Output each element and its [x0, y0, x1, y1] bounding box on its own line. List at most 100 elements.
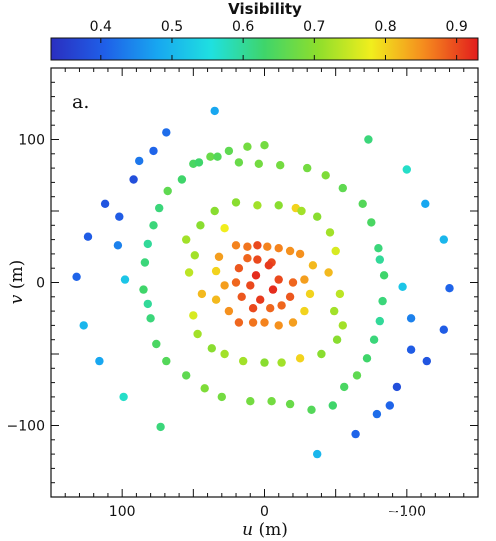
data-point [260, 358, 269, 367]
data-point [313, 212, 322, 221]
x-tick-labels: 100 0 −100 [109, 504, 426, 520]
data-point [308, 261, 318, 270]
data-point [220, 224, 229, 233]
data-point [351, 429, 360, 439]
data-point [177, 175, 187, 184]
data-point [274, 275, 283, 284]
data-point [234, 318, 244, 327]
data-point [189, 311, 198, 320]
data-point [274, 201, 283, 210]
data-point [300, 306, 309, 316]
data-point [152, 339, 161, 349]
data-point [421, 199, 430, 208]
data-point [253, 255, 262, 264]
data-point [439, 325, 448, 334]
data-point [267, 397, 276, 406]
data-point [196, 221, 205, 230]
data-point [214, 252, 224, 261]
data-point [211, 295, 221, 304]
y-tick-label: 100 [18, 133, 45, 149]
data-point [307, 405, 316, 414]
data-point [303, 163, 312, 173]
data-point [149, 221, 158, 230]
data-point [113, 241, 123, 250]
data-point [217, 392, 226, 402]
data-point [317, 349, 326, 359]
data-point [266, 304, 275, 313]
data-point [338, 321, 347, 330]
data-point [256, 295, 265, 304]
data-point [300, 275, 309, 284]
data-point [362, 354, 372, 363]
colorbar [50, 37, 479, 61]
data-point [79, 321, 88, 330]
x-axis-unit: (m) [258, 520, 287, 540]
data-point [398, 282, 407, 291]
data-point [243, 254, 252, 263]
data-point [194, 158, 204, 167]
data-point [352, 371, 362, 380]
data-point [330, 306, 339, 316]
data-point [120, 275, 130, 284]
data-point [248, 318, 258, 327]
data-point [340, 382, 349, 392]
x-axis-title: u (m) [242, 520, 288, 540]
data-point [246, 397, 255, 406]
data-point [274, 321, 283, 330]
data-point [163, 186, 172, 196]
data-point [248, 304, 258, 313]
data-point [182, 235, 191, 244]
data-point [143, 299, 152, 309]
data-point [243, 142, 252, 151]
data-point [95, 356, 104, 366]
x-tick-label: −100 [388, 504, 426, 520]
data-point [100, 199, 110, 208]
data-point [251, 271, 261, 280]
data-point [184, 268, 194, 277]
data-point [358, 199, 367, 208]
data-point [385, 401, 394, 410]
x-tick-label: 0 [260, 504, 269, 520]
data-point [149, 146, 158, 156]
colorbar-tick-label: 0.9 [446, 19, 468, 35]
colorbar-tick-label: 0.5 [161, 19, 183, 35]
data-point [243, 242, 252, 251]
data-point [72, 272, 81, 281]
colorbar-tick-label: 0.6 [232, 19, 254, 35]
data-point [369, 335, 379, 344]
y-tick-label: −100 [7, 419, 45, 435]
data-point [274, 244, 283, 253]
data-point [234, 264, 244, 273]
data-point [422, 356, 431, 366]
data-point [237, 292, 246, 301]
y-tick-label: 0 [36, 276, 45, 292]
data-point [146, 314, 155, 323]
x-tick-label: 100 [109, 504, 136, 520]
data-point [83, 232, 93, 241]
data-point [305, 289, 315, 299]
colorbar-ticks [100, 38, 458, 60]
panel-label: a. [72, 91, 89, 113]
data-point [119, 392, 128, 402]
data-point [231, 241, 241, 250]
colorbar-tick-label: 0.8 [374, 19, 396, 35]
data-point [439, 235, 448, 244]
data-point [374, 244, 383, 253]
data-point [378, 296, 387, 306]
data-point [268, 285, 278, 294]
data-point [276, 161, 285, 170]
data-point [200, 384, 209, 393]
data-point [220, 281, 229, 290]
colorbar-tick-label: 0.4 [90, 19, 112, 35]
data-point [285, 292, 295, 301]
data-point [231, 198, 241, 207]
data-point [193, 329, 202, 339]
data-point [372, 409, 382, 419]
data-point [328, 401, 337, 410]
data-point [367, 218, 376, 227]
data-point [197, 289, 207, 299]
data-point [224, 306, 234, 316]
data-point [139, 285, 148, 294]
data-point [313, 449, 322, 459]
data-point [335, 289, 345, 299]
